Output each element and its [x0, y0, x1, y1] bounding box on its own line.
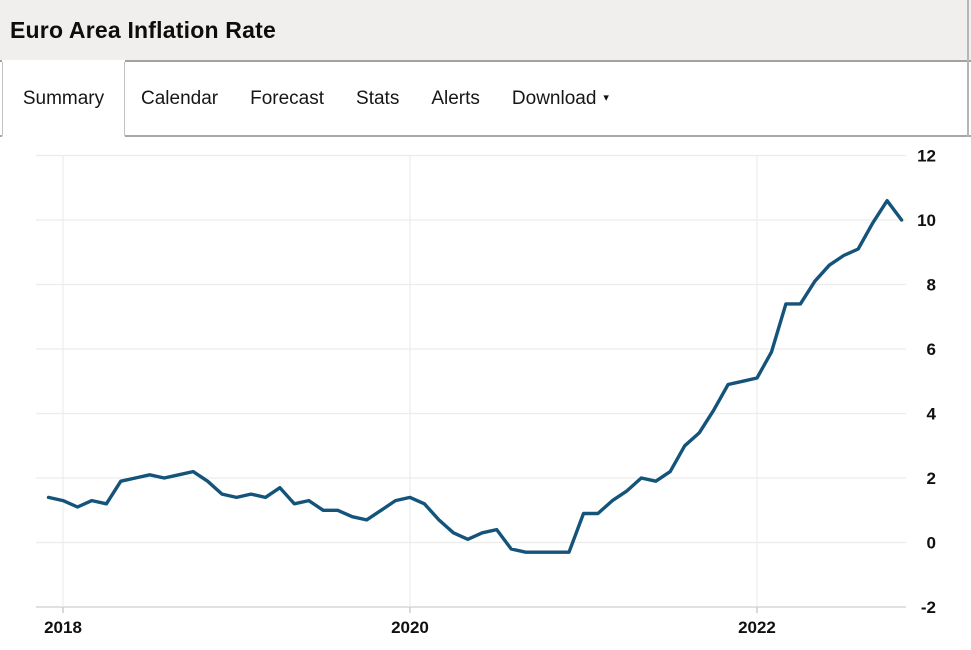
x-axis-label: 2020	[391, 618, 429, 637]
y-axis-label: 8	[927, 276, 936, 295]
tab-forecast[interactable]: Forecast	[234, 62, 340, 135]
y-axis-label: 6	[927, 340, 936, 359]
y-axis-label: -2	[921, 598, 936, 617]
tab-calendar-label: Calendar	[141, 87, 219, 109]
y-axis-label: 12	[917, 147, 936, 166]
tab-alerts-label: Alerts	[431, 87, 480, 109]
x-axis-label: 2022	[738, 618, 776, 637]
x-axis-label: 2018	[44, 618, 82, 637]
tab-bar: Summary Calendar Forecast Stats Alerts D…	[0, 0, 971, 137]
tab-download-label: Download	[511, 87, 597, 109]
y-axis-label: 4	[927, 405, 937, 424]
y-axis-label: 0	[927, 534, 936, 553]
tab-summary[interactable]: Summary	[2, 60, 125, 137]
tab-alerts[interactable]: Alerts	[415, 62, 496, 135]
y-axis-label: 2	[927, 469, 936, 488]
y-axis-label: 10	[917, 211, 936, 230]
chevron-down-icon: ▾	[603, 92, 609, 104]
tab-stats[interactable]: Stats	[340, 62, 415, 135]
page-header: Euro Area Inflation Rate	[0, 0, 971, 62]
tab-download[interactable]: Download ▾	[496, 62, 625, 135]
tab-forecast-label: Forecast	[250, 87, 325, 109]
tab-stats-label: Stats	[356, 87, 400, 109]
tab-summary-label: Summary	[22, 87, 105, 109]
tab-calendar[interactable]: Calendar	[125, 62, 234, 135]
inflation-series-line	[46, 198, 904, 554]
page-title: Euro Area Inflation Rate	[10, 16, 276, 43]
